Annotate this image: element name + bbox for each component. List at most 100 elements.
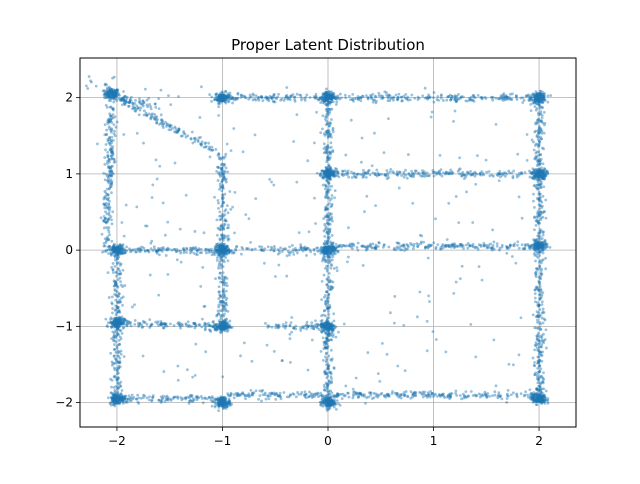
scatter-point [326, 219, 329, 222]
scatter-point [515, 96, 518, 99]
scatter-point [396, 170, 399, 173]
scatter-point [139, 248, 142, 251]
scatter-point [349, 98, 352, 101]
scatter-point [114, 335, 117, 338]
scatter-point [116, 301, 119, 304]
scatter-point [352, 100, 355, 103]
scatter-point [378, 242, 381, 245]
scatter-point [329, 404, 332, 407]
scatter-point [207, 148, 210, 151]
scatter-point [113, 354, 116, 357]
scatter-point [535, 169, 538, 172]
scatter-point [104, 318, 107, 321]
scatter-point [396, 245, 399, 248]
scatter-point [114, 351, 117, 354]
scatter-point [433, 91, 436, 94]
scatter-point [397, 242, 400, 245]
scatter-point [543, 132, 546, 135]
scatter-point [533, 216, 536, 219]
scatter-point [227, 237, 230, 240]
scatter-point [475, 173, 478, 176]
scatter-point [107, 218, 110, 221]
scatter-point [544, 99, 547, 102]
scatter-point [534, 152, 537, 155]
scatter-point [542, 322, 545, 325]
scatter-point [501, 174, 504, 177]
scatter-point [472, 243, 475, 246]
scatter-point [219, 272, 222, 275]
scatter-point [114, 247, 117, 250]
scatter-point [106, 174, 109, 177]
scatter-point [110, 218, 113, 221]
scatter-point [540, 138, 543, 141]
scatter-point [403, 249, 406, 252]
scatter-point [441, 175, 444, 178]
scatter-point [325, 148, 328, 151]
scatter-point [323, 100, 326, 103]
scatter-point [111, 295, 114, 298]
scatter-point [226, 277, 229, 280]
scatter-point [221, 205, 224, 208]
scatter-point [460, 96, 463, 99]
scatter-point [179, 250, 182, 253]
scatter-point [117, 344, 120, 347]
scatter-point [106, 325, 109, 328]
scatter-point [291, 244, 294, 247]
scatter-point [447, 95, 450, 98]
scatter-point [397, 96, 400, 99]
scatter-point [492, 175, 495, 178]
scatter-point [214, 97, 217, 100]
scatter-point [218, 157, 221, 160]
scatter-point [106, 213, 109, 216]
scatter-point [538, 198, 541, 201]
scatter-point [118, 357, 121, 360]
scatter-point [536, 188, 539, 191]
scatter-point [538, 213, 541, 216]
scatter-point [115, 271, 118, 274]
scatter-point [221, 184, 224, 187]
scatter-point [488, 174, 491, 177]
scatter-point [219, 250, 222, 253]
scatter-point [214, 406, 217, 409]
scatter-point [538, 361, 541, 364]
scatter-point [535, 244, 538, 247]
scatter-point [112, 271, 115, 274]
scatter-point [372, 171, 375, 174]
scatter-point [532, 357, 535, 360]
scatter-point [389, 168, 392, 171]
scatter-point [331, 242, 334, 245]
scatter-point [110, 115, 113, 118]
scatter-point [113, 133, 116, 136]
scatter-point [110, 266, 113, 269]
scatter-point [142, 247, 145, 250]
scatter-point [491, 99, 494, 102]
scatter-point [535, 267, 538, 270]
scatter-point [540, 120, 543, 123]
scatter-point [221, 234, 224, 237]
scatter-point [532, 313, 535, 316]
scatter-point [535, 143, 538, 146]
scatter-point [546, 399, 549, 402]
scatter-point [219, 314, 222, 317]
scatter-point [213, 196, 216, 199]
scatter-point [119, 280, 122, 283]
scatter-point [217, 105, 220, 108]
scatter-point [542, 185, 545, 188]
scatter-point [114, 309, 117, 312]
scatter-point [538, 184, 541, 187]
scatter-point [273, 93, 276, 96]
scatter-point [135, 104, 138, 107]
scatter-point [325, 96, 328, 99]
scatter-point [332, 100, 335, 103]
scatter-point [323, 235, 326, 238]
scatter-point [116, 263, 119, 266]
scatter-point [168, 128, 171, 131]
scatter-point [539, 321, 542, 324]
scatter-point [127, 105, 130, 108]
scatter-point [406, 177, 409, 180]
scatter-point [305, 93, 308, 96]
scatter-point [293, 98, 296, 101]
scatter-point [535, 270, 538, 273]
scatter-point [115, 126, 118, 129]
scatter-point [410, 94, 413, 97]
